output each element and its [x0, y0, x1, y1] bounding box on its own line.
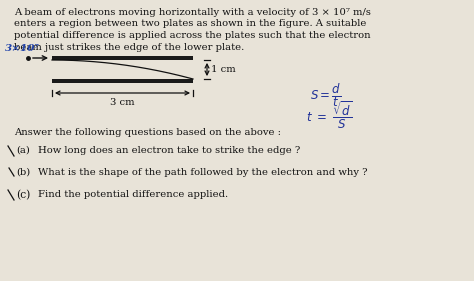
- Text: 1 cm: 1 cm: [211, 65, 236, 74]
- Text: (a): (a): [16, 146, 30, 155]
- Text: $t\ =\ \dfrac{\sqrt{d}}{S}$: $t\ =\ \dfrac{\sqrt{d}}{S}$: [306, 100, 353, 132]
- Text: A beam of electrons moving horizontally with a velocity of 3 × 10⁷ m/s: A beam of electrons moving horizontally …: [14, 8, 371, 17]
- Text: How long does an electron take to strike the edge ?: How long does an electron take to strike…: [38, 146, 300, 155]
- Text: (b): (b): [16, 168, 30, 177]
- Text: 3 cm: 3 cm: [110, 98, 135, 107]
- Text: (c): (c): [16, 190, 30, 200]
- Text: beam just strikes the edge of the lower plate.: beam just strikes the edge of the lower …: [14, 42, 244, 51]
- Text: $S = \dfrac{d}{t}$: $S = \dfrac{d}{t}$: [310, 82, 341, 109]
- Text: enters a region between two plates as shown in the figure. A suitable: enters a region between two plates as sh…: [14, 19, 366, 28]
- Text: What is the shape of the path followed by the electron and why ?: What is the shape of the path followed b…: [38, 168, 367, 177]
- Bar: [52, 79, 193, 83]
- Text: 3×10⁷: 3×10⁷: [5, 44, 40, 53]
- Text: Answer the following questions based on the above :: Answer the following questions based on …: [14, 128, 281, 137]
- Text: potential difference is applied across the plates such that the electron: potential difference is applied across t…: [14, 31, 371, 40]
- Bar: [52, 56, 193, 60]
- Text: Find the potential difference applied.: Find the potential difference applied.: [38, 190, 228, 199]
